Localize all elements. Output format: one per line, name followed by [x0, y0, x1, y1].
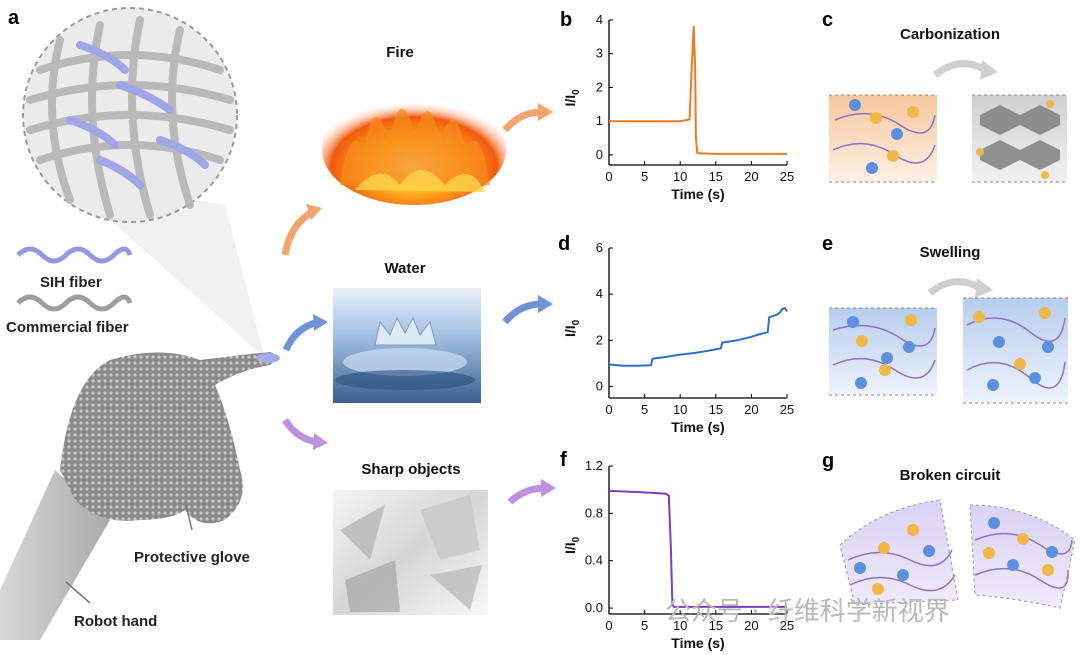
x-tick-label: 0 [605, 169, 612, 184]
x-tick-label: 20 [744, 402, 758, 417]
y-axis-label: I/I0 [562, 319, 582, 337]
carbonization-after-box [972, 94, 1067, 183]
x-tick-label: 5 [641, 618, 648, 633]
panel-e-letter: e [822, 233, 833, 255]
arrow-fire-to-chart-head [538, 103, 553, 121]
watermark-text: 公众号 · 纤维科学新视界 [665, 597, 950, 627]
arrow-to-sharp-head [313, 433, 328, 450]
broken-circuit-left [839, 499, 959, 606]
fire-title: Fire [386, 44, 414, 61]
fire-image [322, 95, 506, 205]
x-axis-label: Time (s) [671, 419, 724, 435]
arrow-water-to-chart [502, 300, 543, 325]
sih-yarns [66, 41, 209, 189]
protective-glove-label: Protective glove [134, 549, 250, 566]
sharp-title: Sharp objects [361, 461, 460, 478]
carbonization-arrow [932, 60, 987, 78]
sih-fiber-swatch [16, 246, 133, 264]
x-tick-label: 10 [673, 402, 687, 417]
x-axis-label: Time (s) [671, 186, 724, 202]
arrow-sharp-to-chart-head [541, 479, 556, 497]
y-tick-label: 1.2 [585, 458, 603, 473]
arrow-to-fire-head [306, 204, 322, 220]
chart-b: 0 5 10 15 20 25 0 1 2 3 4 Time (s) I/I0 [562, 12, 794, 202]
fabric-zoom-circle [22, 7, 238, 223]
water-title: Water [384, 260, 425, 277]
carbonization-before-box [829, 94, 937, 183]
arrow-to-water [282, 318, 320, 352]
panel-g-letter: g [822, 450, 834, 472]
y-tick-label: 0.8 [585, 505, 603, 520]
arrow-to-water-head [313, 314, 328, 331]
y-tick-label: 6 [596, 240, 603, 255]
x-tick-label: 15 [709, 169, 723, 184]
y-axis-label: I/I0 [562, 536, 582, 554]
sih-fiber-label: SIH fiber [40, 274, 102, 291]
y-tick-label: 0 [596, 378, 603, 393]
chart-f: 0 5 10 15 20 25 0.0 0.4 0.8 1.2 Time (s) I/I0 [562, 458, 794, 651]
arrow-fire-to-chart [502, 108, 543, 133]
series-line [609, 25, 787, 155]
y-tick-label: 0.4 [585, 553, 603, 568]
arrow-water-to-chart-head [538, 295, 553, 313]
x-tick-label: 5 [641, 169, 648, 184]
x-tick-label: 10 [673, 169, 687, 184]
broken-circuit-right [969, 504, 1076, 609]
water-image [333, 288, 481, 403]
swelling-after-box [963, 297, 1068, 404]
x-tick-label: 25 [780, 618, 794, 633]
robot-hand-pointer [65, 581, 91, 604]
y-tick-label: 2 [596, 79, 603, 94]
panel-c-letter: c [822, 9, 833, 31]
y-tick-label: 3 [596, 46, 603, 61]
robot-hand-label: Robot hand [74, 613, 157, 630]
y-tick-label: 0.0 [585, 600, 603, 615]
panel-d-letter: d [558, 233, 570, 255]
y-tick-label: 4 [596, 286, 603, 301]
panel-f-letter: f [560, 449, 567, 471]
arrow-to-fire [281, 208, 314, 256]
x-tick-label: 25 [780, 169, 794, 184]
y-tick-label: 1 [596, 113, 603, 128]
swelling-before-box [829, 307, 937, 396]
carbonization-arrow-head [980, 60, 998, 80]
y-tick-label: 2 [596, 332, 603, 347]
zoom-cone [60, 175, 265, 358]
series-line [608, 489, 787, 608]
swelling-arrow-head [975, 278, 993, 298]
robot-hand-illustration [0, 352, 280, 640]
x-tick-label: 20 [744, 618, 758, 633]
y-tick-label: 4 [596, 12, 603, 27]
x-tick-label: 20 [744, 169, 758, 184]
commercial-fiber-swatch [16, 294, 133, 312]
arrow-sharp-to-chart [507, 484, 546, 505]
panel-b-letter: b [560, 9, 572, 31]
x-tick-label: 0 [605, 618, 612, 633]
sharp-objects-image [333, 490, 488, 615]
x-axis-label: Time (s) [671, 635, 724, 651]
x-tick-label: 25 [780, 402, 794, 417]
glove-pointer [185, 504, 193, 531]
y-tick-label: 0 [596, 147, 603, 162]
x-tick-label: 15 [709, 618, 723, 633]
arrow-to-sharp [282, 418, 319, 446]
swelling-title: Swelling [920, 244, 981, 261]
x-tick-label: 5 [641, 402, 648, 417]
panel-a-letter: a [8, 7, 20, 29]
swelling-arrow [927, 278, 982, 296]
x-tick-label: 10 [673, 618, 687, 633]
broken-circuit-title: Broken circuit [900, 467, 1001, 484]
commercial-fiber-label: Commercial fiber [6, 319, 129, 336]
y-axis-label: I/I0 [562, 89, 582, 107]
x-tick-label: 0 [605, 402, 612, 417]
chart-d: 0 5 10 15 20 25 0 2 4 6 Time (s) I/I0 [562, 240, 794, 435]
series-line [608, 307, 788, 367]
carbonization-title: Carbonization [900, 26, 1000, 43]
x-tick-label: 15 [709, 402, 723, 417]
